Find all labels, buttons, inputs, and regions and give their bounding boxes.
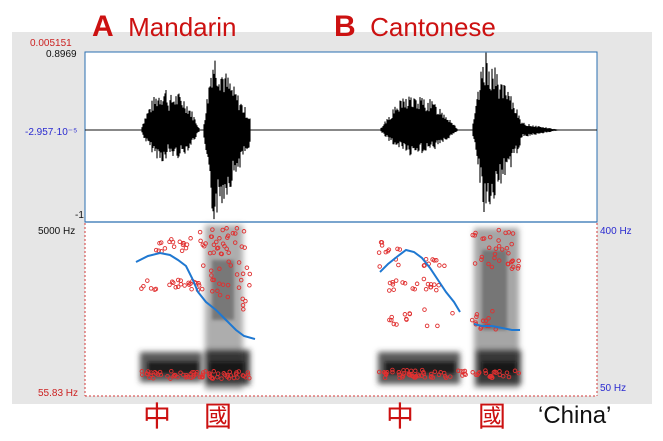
pitch-min-label: 50 Hz	[600, 383, 627, 394]
spec-freq-min-label: 55.83 Hz	[38, 388, 79, 399]
wave-mid-label: -2.957·10⁻⁵	[25, 127, 78, 138]
panel-b-language: Cantonese	[370, 12, 496, 42]
plot-area	[85, 52, 597, 396]
wave-min-label: -1	[75, 210, 84, 221]
formant-dots	[139, 226, 521, 381]
pitch-contour-mandarin	[135, 251, 256, 340]
char-zhong-cantonese: 中	[386, 400, 415, 433]
panel-a-language: Mandarin	[128, 12, 237, 42]
spec-freq-max-label: 5000 Hz	[38, 226, 76, 237]
pitch-contour-cantonese	[379, 248, 461, 313]
gloss-china: ‘China’	[538, 402, 612, 429]
panel-b-letter: B	[334, 10, 356, 43]
waveform-cantonese	[380, 52, 560, 212]
pitch-max-label: 400 Hz	[600, 226, 632, 237]
panel-a-letter: A	[92, 10, 114, 43]
char-guo-mandarin: 國	[204, 400, 233, 433]
char-guo-cantonese: 國	[478, 400, 507, 433]
pitch-contour-cantonese-2	[473, 323, 520, 331]
panel-a-title: A Mandarin	[92, 10, 237, 44]
panel-b-title: B Cantonese	[334, 10, 496, 44]
wave-max-label: 0.8969	[46, 49, 77, 60]
wave-top-red-label: 0.005151	[30, 38, 72, 49]
char-zhong-mandarin: 中	[143, 400, 172, 433]
waveform-mandarin	[141, 60, 251, 220]
